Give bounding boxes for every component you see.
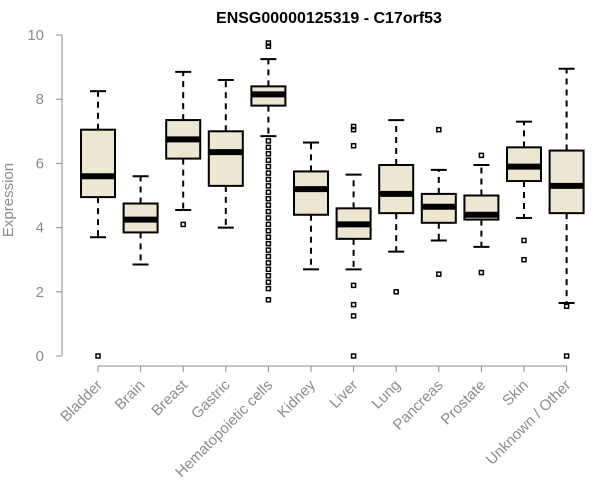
iqr-box [548, 149, 585, 215]
y-tick-label: 8 [36, 91, 44, 108]
outlier-point [95, 353, 101, 359]
outlier-point [265, 273, 272, 279]
outlier-point [265, 40, 272, 46]
x-tick-label: Bladder [57, 377, 106, 426]
iqr-box [378, 164, 415, 215]
outlier-point [521, 237, 527, 244]
outlier-point [265, 247, 272, 253]
plot-area [80, 40, 585, 359]
outlier-point [265, 183, 272, 189]
outlier-point [265, 253, 272, 260]
outlier-point [265, 208, 272, 215]
outlier-point [350, 313, 357, 319]
outlier-point [350, 353, 357, 359]
box-group [250, 40, 287, 303]
iqr-box [293, 170, 329, 216]
box-group [378, 119, 415, 295]
outlier-point [350, 282, 357, 289]
box-group [506, 120, 542, 263]
outlier-point [265, 240, 272, 247]
y-tick-label: 4 [36, 220, 44, 237]
outlier-point [350, 123, 357, 130]
outlier-point [350, 301, 357, 308]
outlier-point [350, 126, 357, 133]
outlier-point [265, 228, 272, 234]
chart-title: ENSG00000125319 - C17orf53 [216, 10, 442, 27]
outlier-point [265, 138, 272, 144]
outlier-point [393, 289, 399, 295]
outlier-point [265, 279, 272, 285]
box-group [122, 175, 159, 266]
outlier-point [265, 221, 272, 228]
box-group [420, 126, 457, 277]
outlier-point [265, 157, 272, 163]
outlier-point [563, 353, 570, 359]
x-tick-label: Prostate [438, 377, 490, 429]
y-tick-label: 10 [27, 27, 44, 44]
outlier-point [265, 43, 272, 49]
outlier-point [265, 260, 272, 266]
x-tick-label: Kidney [274, 376, 319, 421]
y-tick-label: 6 [36, 155, 44, 172]
y-axis: 0 2 4 6 8 10 [27, 27, 63, 365]
outlier-point [265, 151, 272, 157]
box-group [463, 152, 500, 276]
box-group [548, 67, 585, 359]
outlier-point [350, 142, 357, 149]
outlier-point [478, 269, 485, 276]
x-tick-label: Skin [499, 377, 532, 410]
iqr-box [207, 130, 244, 187]
outlier-point [265, 163, 272, 170]
outlier-point [265, 215, 272, 221]
outlier-point [265, 234, 272, 240]
outlier-point [563, 303, 570, 309]
y-axis-label: Expression [0, 163, 17, 237]
outlier-point [265, 144, 272, 151]
box-group [293, 141, 329, 271]
outlier-point [265, 285, 272, 292]
outlier-point [436, 271, 442, 277]
outlier-point [521, 256, 527, 263]
x-tick-label: Lung [368, 377, 404, 413]
outlier-point [180, 221, 186, 228]
outlier-point [265, 176, 272, 183]
outlier-point [265, 202, 272, 208]
outlier-point [265, 189, 272, 196]
box-group [80, 90, 116, 359]
outlier-point [265, 297, 272, 303]
y-tick-label: 2 [36, 284, 44, 301]
outlier-point [265, 266, 272, 273]
box-group [335, 123, 372, 359]
outlier-point [265, 195, 272, 202]
outlier-point [265, 170, 272, 176]
y-tick-label: 0 [36, 348, 44, 365]
x-tick-label: Liver [326, 377, 361, 412]
outlier-point [478, 152, 485, 159]
x-tick-label: Breast [148, 376, 191, 419]
x-tick-label: Brain [112, 377, 149, 414]
iqr-box [80, 128, 116, 199]
box-group [165, 70, 202, 228]
outlier-point [436, 126, 442, 133]
box-group [207, 78, 244, 229]
